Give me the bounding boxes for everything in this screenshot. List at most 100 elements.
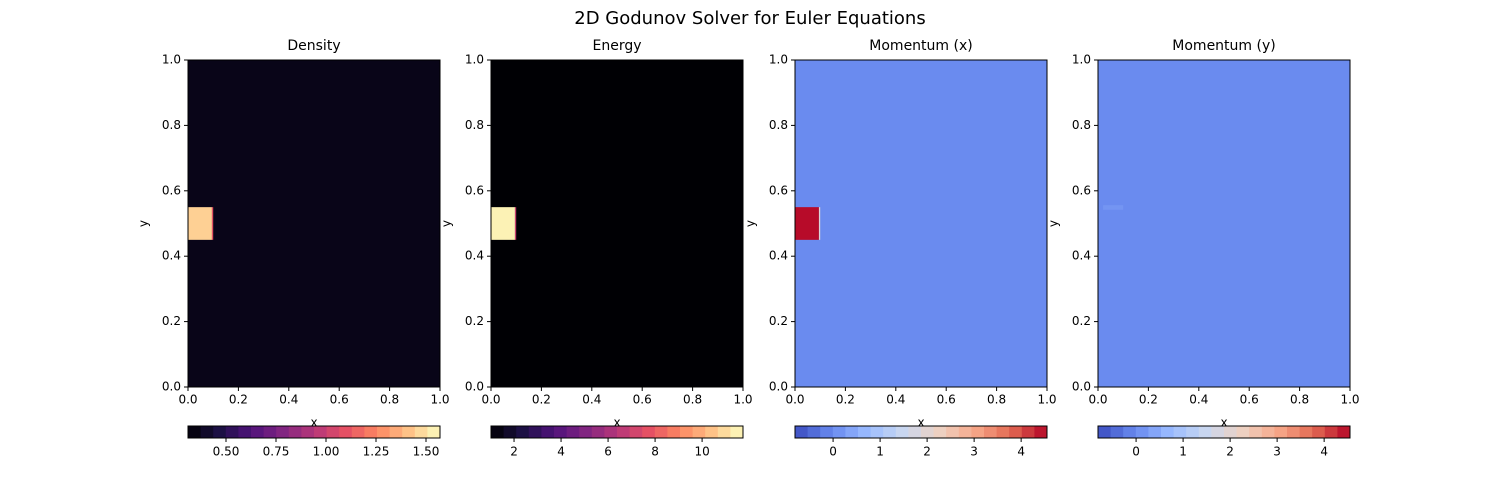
colorbar-tick-label: 0.50 [213, 445, 240, 459]
heatmap-region [514, 207, 517, 240]
colorbar-band [1021, 426, 1035, 438]
colorbar-band [730, 426, 744, 438]
y-tick-label: 0.8 [465, 118, 484, 132]
y-tick-label: 0.2 [465, 314, 484, 328]
y-tick-label: 0.2 [162, 314, 181, 328]
colorbar-band [1009, 426, 1023, 438]
colorbar-band [705, 426, 719, 438]
heatmap-background [188, 60, 440, 387]
colorbar-band [717, 426, 731, 438]
colorbar-band [858, 426, 872, 438]
colorbar-band [1299, 426, 1313, 438]
colorbar-band [807, 426, 821, 438]
colorbar-tick-label: 2 [510, 445, 518, 459]
colorbar-band [566, 426, 580, 438]
colorbar-band [1161, 426, 1175, 438]
colorbar-band [491, 426, 505, 438]
colorbar-band [883, 426, 897, 438]
colorbar-tick-label: 0 [1132, 445, 1140, 459]
y-tick-label: 0.8 [769, 118, 788, 132]
colorbar-band [654, 426, 668, 438]
y-tick-label: 1.0 [162, 53, 181, 67]
x-tick-label: 0.0 [1088, 393, 1107, 407]
colorbar-tick-label: 3 [970, 445, 978, 459]
x-tick-label: 0.2 [229, 393, 248, 407]
x-tick-label: 0.2 [1139, 393, 1158, 407]
panel-title: Momentum (x) [869, 38, 972, 54]
colorbar-band [1274, 426, 1288, 438]
colorbar-band [402, 426, 416, 438]
x-axis-label: x [1220, 416, 1227, 430]
x-tick-label: 0.0 [178, 393, 197, 407]
colorbar-band [1236, 426, 1250, 438]
colorbar-band [680, 426, 694, 438]
x-tick-label: 1.0 [1037, 393, 1056, 407]
colorbar-tick-label: 1 [876, 445, 884, 459]
colorbar-tick-label: 1.50 [413, 445, 440, 459]
colorbar-band [389, 426, 403, 438]
colorbar-band [1312, 426, 1326, 438]
x-tick-label: 0.8 [1290, 393, 1309, 407]
panel-title: Density [287, 38, 340, 54]
y-axis-label: y [744, 220, 758, 227]
colorbar-band [984, 426, 998, 438]
y-tick-label: 0.4 [162, 249, 181, 263]
y-tick-label: 1.0 [769, 53, 788, 67]
colorbar-band [314, 426, 328, 438]
y-tick-label: 1.0 [1072, 53, 1091, 67]
colorbar-band [1034, 426, 1048, 438]
colorbar-band [414, 426, 428, 438]
colorbar-band [1148, 426, 1162, 438]
colorbar-band [301, 426, 315, 438]
colorbar-tick-label: 2 [1226, 445, 1234, 459]
y-tick-label: 0.4 [1072, 249, 1091, 263]
x-tick-label: 1.0 [1340, 393, 1359, 407]
x-axis-label: x [613, 416, 620, 430]
heatmap-region [795, 207, 819, 240]
colorbar-band [629, 426, 643, 438]
colorbar-band [188, 426, 202, 438]
colorbar-frame [490, 425, 744, 439]
colorbar-band [554, 426, 568, 438]
y-tick-label: 0.4 [769, 249, 788, 263]
colorbar-frame [1097, 425, 1351, 439]
colorbar-band [958, 426, 972, 438]
axes-frame [490, 59, 744, 388]
colorbar-band [528, 426, 542, 438]
x-tick-label: 1.0 [733, 393, 752, 407]
y-tick-label: 0.0 [769, 380, 788, 394]
y-tick-label: 1.0 [465, 53, 484, 67]
colorbar-band [276, 426, 290, 438]
colorbar-band [845, 426, 859, 438]
colorbar-band [591, 426, 605, 438]
x-tick-label: 0.4 [1189, 393, 1208, 407]
colorbar-band [667, 426, 681, 438]
colorbar-band [351, 426, 365, 438]
heatmap-region [491, 207, 515, 240]
colorbar-band [288, 426, 302, 438]
colorbar-band [1324, 426, 1338, 438]
y-axis-label: y [440, 220, 454, 227]
colorbar-band [692, 426, 706, 438]
colorbar-band [1337, 426, 1351, 438]
colorbar-band [1211, 426, 1225, 438]
y-axis-label: y [1047, 220, 1061, 227]
y-tick-label: 0.6 [465, 183, 484, 197]
colorbar-band [617, 426, 631, 438]
x-tick-label: 0.0 [481, 393, 500, 407]
axes-frame [1097, 59, 1351, 388]
colorbar-band [579, 426, 593, 438]
colorbar-band [1186, 426, 1200, 438]
colorbar-band [1261, 426, 1275, 438]
colorbar-band [1098, 426, 1112, 438]
colorbar-band [1287, 426, 1301, 438]
colorbar-tick-label: 4 [1017, 445, 1025, 459]
colorbar-band [225, 426, 239, 438]
colorbar-band [946, 426, 960, 438]
colorbar-tick-label: 6 [604, 445, 612, 459]
y-tick-label: 0.8 [162, 118, 181, 132]
y-tick-label: 0.6 [162, 183, 181, 197]
colorbar-tick-label: 1.25 [363, 445, 390, 459]
colorbar-band [1249, 426, 1263, 438]
